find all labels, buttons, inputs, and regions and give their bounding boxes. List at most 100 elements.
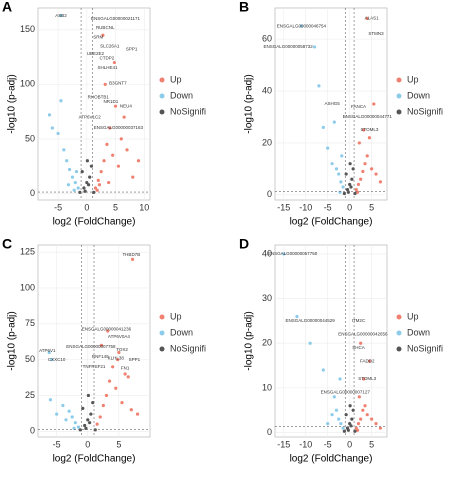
point	[117, 350, 121, 355]
y-tick-label: 100	[20, 282, 35, 292]
gene-label: TOX2	[116, 347, 128, 352]
x-tick-label: 0	[347, 202, 352, 212]
legend-marker	[159, 346, 165, 352]
point	[76, 425, 81, 429]
point	[89, 164, 94, 168]
point	[59, 99, 63, 103]
x-tick-label: -15	[277, 202, 290, 212]
point	[78, 428, 82, 432]
point	[101, 33, 105, 37]
point	[92, 190, 96, 194]
point	[55, 412, 59, 416]
x-tick-label: -5	[324, 202, 332, 212]
legend-marker	[396, 330, 402, 336]
legend-marker	[159, 109, 165, 115]
x-tick-label: 0	[85, 439, 90, 449]
gene-label: THBD7B	[122, 252, 140, 257]
point	[330, 413, 334, 417]
gene-label: SPP1	[129, 357, 141, 362]
point	[113, 104, 118, 108]
x-tick-label: 0	[84, 202, 89, 212]
gene-label: ALAS1	[365, 16, 380, 21]
gene-label: RHOBTB1	[88, 95, 110, 100]
panel-letter: A	[2, 0, 12, 15]
gene-label: FADD2	[360, 358, 375, 363]
y-tick-label: 20	[262, 137, 272, 147]
point	[62, 148, 66, 152]
gene-label: ENSGALG00000007127	[321, 390, 371, 395]
point	[96, 178, 100, 182]
point	[348, 404, 352, 408]
panel-letter: D	[239, 236, 249, 252]
plot-area	[274, 244, 388, 438]
point	[72, 188, 76, 192]
point	[97, 183, 102, 187]
gene-label: B3GNT7	[109, 80, 127, 85]
point	[67, 167, 72, 172]
point	[349, 185, 353, 189]
point	[122, 115, 126, 119]
point	[86, 418, 90, 422]
point	[123, 372, 127, 376]
point	[295, 314, 299, 319]
legend-marker	[396, 109, 402, 115]
y-tick-label: 50	[25, 133, 35, 143]
point	[130, 257, 135, 261]
legend-label: NoSignifi	[170, 343, 206, 353]
point	[299, 24, 303, 28]
legend-label: Up	[407, 311, 419, 321]
point	[370, 417, 374, 421]
point	[125, 148, 129, 152]
y-tick-label: 75	[25, 318, 35, 328]
gene-label: ASHG5	[324, 101, 340, 106]
x-tick-label: 5	[369, 439, 374, 449]
gene-label: ENSGALG00000044529	[285, 318, 335, 323]
point	[346, 190, 350, 194]
point	[359, 417, 363, 421]
point	[359, 341, 363, 345]
gene-label: SPP1	[126, 47, 138, 52]
legend-label: Down	[407, 327, 430, 337]
gene-label: RNF149	[92, 354, 109, 359]
point	[308, 341, 312, 345]
point	[363, 404, 367, 408]
point	[363, 162, 367, 166]
point	[64, 418, 68, 422]
gene-label: ENSGALG00000046754	[277, 23, 327, 28]
point	[135, 412, 140, 416]
x-tick-label: 5	[369, 202, 374, 212]
point	[378, 426, 383, 430]
gene-label: FANCA	[351, 104, 366, 109]
gene-label: ENSGALG00000044771	[343, 114, 393, 119]
y-tick-label: 20	[262, 338, 272, 348]
gene-label: ATP6V1C2	[79, 114, 102, 119]
point	[116, 358, 120, 362]
point	[346, 428, 350, 432]
point	[131, 175, 135, 179]
y-axis-label: -log10 (p-adj)	[7, 311, 18, 370]
point	[111, 365, 115, 369]
gene-label: NR1D1	[104, 99, 119, 104]
panel: 0 25 50 75 100 125 -5 0 5 THBD7B ENSGALG0000004123…	[2, 236, 206, 465]
point	[326, 146, 330, 150]
point	[356, 182, 361, 187]
point	[104, 393, 109, 398]
point	[339, 422, 343, 426]
point	[88, 175, 92, 179]
point	[374, 422, 378, 426]
point	[95, 188, 99, 192]
point	[312, 45, 317, 49]
legend-marker	[159, 314, 165, 320]
point	[47, 113, 52, 117]
point	[80, 170, 84, 174]
legend-marker	[159, 77, 165, 83]
point	[367, 136, 372, 140]
legend-marker	[159, 330, 165, 336]
x-tick-label: -5	[324, 439, 332, 449]
legend-label: Down	[170, 90, 193, 100]
point	[107, 180, 111, 185]
x-tick-label: 10	[139, 202, 149, 212]
y-tick-label: 0	[30, 426, 35, 436]
point	[356, 422, 361, 426]
